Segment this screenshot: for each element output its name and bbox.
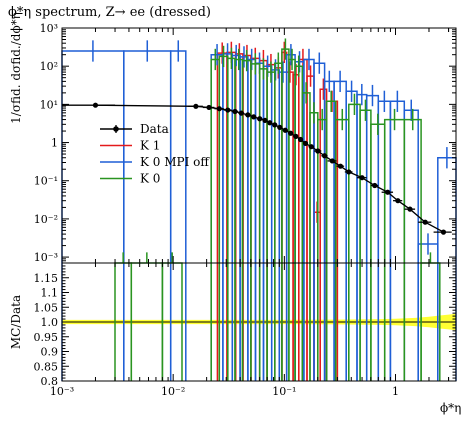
- data-point-25: [359, 175, 365, 181]
- bottom-y-tick-label-7: 1.15: [34, 272, 59, 285]
- top-y-tick-label-3: 1: [51, 137, 58, 150]
- bottom-y-tick-label-1: 0.85: [34, 360, 59, 373]
- data-points: [62, 102, 452, 235]
- data-point-18: [302, 140, 309, 146]
- data-point-24: [346, 169, 352, 175]
- bottom-y-tick-label-5: 1.05: [34, 301, 59, 314]
- k0-bin-13: [288, 58, 296, 381]
- data-point-27: [385, 189, 391, 195]
- legend-marker-0: [113, 126, 119, 132]
- top-y-axis-label: 1/σfid. dσfid./dϕ*η: [9, 12, 23, 124]
- data-point-12: [272, 122, 278, 128]
- k0-mpi-off-bin-2: [169, 50, 187, 381]
- bottom-y-tick-label-3: 0.95: [34, 331, 59, 344]
- bottom-y-tick-label-2: 0.9: [41, 346, 59, 359]
- k0-mpi-off-bin-18: [345, 90, 358, 381]
- top-y-tick-label-5: 10²: [40, 60, 58, 73]
- data-point-9: [257, 116, 263, 122]
- data-point-8: [251, 114, 257, 120]
- legend-label-1: K 1: [140, 139, 160, 153]
- x-tick-label-1: 10⁻²: [161, 385, 185, 398]
- data-point-28: [395, 198, 401, 204]
- legend: Data K 1 K 0 MPI off K 0: [100, 122, 210, 186]
- bottom-y-axis-label: MC/Data: [9, 295, 23, 349]
- data-point-10: [262, 117, 268, 124]
- top-y-tick-label-0: 10⁻³: [34, 251, 58, 264]
- k0-bin-21: [359, 109, 372, 381]
- k0-bin-11: [274, 62, 283, 381]
- k0-mpi-off-bin-11: [278, 71, 288, 381]
- bottom-y-tick-label-4: 1.0: [41, 316, 59, 329]
- k0-bin-23: [383, 118, 406, 381]
- data-point-5: [232, 108, 238, 115]
- data-point-6: [238, 110, 244, 116]
- data-point-16: [293, 133, 299, 139]
- data-point-19: [308, 144, 314, 150]
- k1-bin-3: [242, 54, 252, 381]
- data-point-22: [329, 158, 335, 164]
- k0-bin-5: [227, 57, 236, 381]
- k0-bin-20: [348, 103, 361, 381]
- k1-bin-10: [292, 73, 300, 381]
- chart-title: ϕ*η spectrum, Z→ ee (dressed): [8, 5, 211, 20]
- data-point-4: [225, 107, 231, 113]
- k0-mpi-off-bin-20: [365, 94, 380, 381]
- data-point-11: [267, 120, 273, 126]
- k1-bin-7: [274, 67, 283, 381]
- data-point-30: [422, 219, 428, 225]
- top-y-tick-label-2: 10⁻¹: [34, 175, 58, 188]
- bottom-y-tick-label-0: 0.8: [41, 375, 59, 388]
- k0-mpi-off-bin-22: [389, 100, 406, 381]
- top-y-tick-label-6: 10³: [40, 22, 58, 35]
- x-tick-label-2: 10⁻¹: [272, 385, 296, 398]
- k1-bin-14: [319, 88, 328, 381]
- data-point-20: [315, 148, 321, 154]
- legend-label-2: K 0 MPI off: [140, 155, 210, 169]
- k0-bin-7: [241, 59, 252, 381]
- top-y-tick-label-4: 10¹: [40, 98, 58, 111]
- data-point-0: [92, 102, 99, 108]
- data-point-23: [337, 163, 344, 169]
- data-point-1: [193, 103, 199, 109]
- data-point-7: [245, 112, 251, 118]
- data-point-3: [216, 106, 222, 112]
- k0-mpi-off-bin-15: [313, 62, 326, 381]
- k0-bin-12: [281, 48, 290, 381]
- k0-mpi-off-bin-7: [247, 58, 257, 381]
- data-point-29: [407, 206, 413, 212]
- k0-mpi-off-bin-6: [239, 56, 249, 381]
- data-point-15: [288, 130, 294, 136]
- legend-label-0: Data: [140, 122, 169, 136]
- x-tick-label-3: 1: [392, 385, 399, 398]
- data-point-31: [440, 229, 447, 235]
- data-point-21: [321, 153, 328, 159]
- k1-bin-9: [285, 71, 294, 381]
- k0-mpi-off-bin-23: [403, 109, 419, 381]
- top-y-tick-label-1: 10⁻²: [34, 213, 58, 226]
- axes: 10⁻³ 10⁻² 10⁻¹ 1 10⁻³ 10⁻² 10⁻¹ 1 10¹ 10² 10³ 0.8 0.…: [34, 22, 457, 398]
- data-point-26: [372, 182, 378, 189]
- x-axis-label: ϕ*η: [440, 401, 461, 415]
- data-point-13: [277, 124, 283, 130]
- data-point-17: [297, 136, 304, 143]
- legend-label-3: K 0: [140, 172, 160, 186]
- bottom-y-tick-label-6: 1.1: [41, 287, 59, 300]
- x-tick-label-0: 10⁻³: [50, 385, 74, 398]
- k0-mpi-off-bin-19: [356, 93, 368, 381]
- top-y-axis-label-text: 1/σfid. dσfid./dϕ*η: [9, 12, 23, 124]
- data-point-14: [282, 127, 288, 133]
- data-point-2: [206, 104, 212, 111]
- mc-histograms: [61, 38, 457, 381]
- k0-mpi-off-bin-14: [303, 58, 315, 381]
